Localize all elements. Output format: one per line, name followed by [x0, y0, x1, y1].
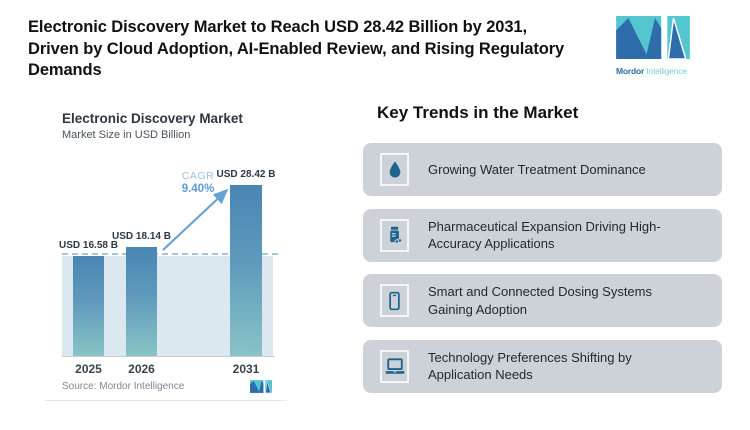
trend-card-smart-dosing: Smart and Connected Dosing Systems Gaini…	[363, 274, 722, 327]
page-title-line-3: Demands	[28, 61, 102, 79]
trend-label: Pharmaceutical Expansion Driving High-Ac…	[428, 218, 661, 252]
bar-2031	[230, 184, 262, 356]
page-title: Electronic Discovery Market to Reach USD…	[28, 17, 608, 82]
bar-2026	[126, 246, 157, 356]
brand-name-light: Intelligence	[646, 66, 687, 76]
bar-value-label-2026: USD 18.14 B	[112, 230, 171, 242]
growth-arrow-icon	[162, 188, 229, 251]
cagr-label: CAGR	[181, 169, 215, 182]
trends-heading: Key Trends in the Market	[377, 103, 579, 122]
pill-bottle-icon	[389, 226, 402, 244]
trend-icon-box	[380, 284, 409, 317]
trend-label: Smart and Connected Dosing Systems Gaini…	[428, 284, 652, 317]
mordor-logo-icon	[616, 16, 690, 60]
trend-label: Growing Water Treatment Dominance	[428, 161, 646, 177]
bar-2025	[73, 256, 104, 356]
x-tick-2025: 2025	[75, 362, 102, 376]
mordor-intelligence-logo: Mordor Intelligence	[616, 16, 696, 76]
trend-card-pharmaceutical: Pharmaceutical Expansion Driving High-Ac…	[363, 208, 722, 262]
brand-wordmark: Mordor Intelligence	[616, 66, 696, 76]
market-size-chart: Electronic Discovery Market Market Size …	[45, 100, 287, 401]
brand-name-bold: Mordor	[616, 66, 645, 76]
cagr-value: 9.40%	[181, 182, 215, 195]
x-tick-2026: 2026	[128, 362, 155, 376]
trend-card-technology-preferences: Technology Preferences Shifting by Appli…	[363, 339, 722, 393]
chart-source-text: Source: Mordor Intelligence	[62, 381, 185, 392]
x-axis-line	[62, 356, 275, 357]
water-drop-icon	[389, 161, 400, 177]
page-title-line-2: Driven by Cloud Adoption, AI-Enabled Rev…	[28, 39, 565, 58]
chart-source-row: Source: Mordor Intelligence	[62, 380, 272, 393]
cagr-annotation: CAGR 9.40%	[166, 170, 230, 196]
chart-title: Electronic Discovery Market	[62, 111, 243, 126]
trend-icon-box	[380, 218, 409, 252]
trend-card-water-treatment: Growing Water Treatment Dominance	[363, 143, 722, 196]
chart-plot-area: USD 16.58 B USD 18.14 B USD 28.42 B CAGR…	[59, 156, 278, 356]
bar-value-label-2031: USD 28.42 B	[216, 168, 276, 180]
trend-icon-box	[380, 153, 409, 186]
trends-list: Growing Water Treatment Dominance Pharma…	[363, 143, 722, 393]
mordor-logo-mini-icon	[250, 380, 272, 393]
laptop-icon	[385, 357, 404, 374]
baseline-dashed-line	[62, 253, 278, 256]
trend-icon-box	[380, 349, 409, 383]
x-tick-2031: 2031	[232, 362, 260, 376]
page-title-line-1: Electronic Discovery Market to Reach USD…	[28, 18, 527, 36]
bar-value-label-2025: USD 16.58 B	[59, 240, 118, 252]
smartphone-icon	[389, 291, 400, 310]
trend-label: Technology Preferences Shifting by Appli…	[428, 349, 632, 383]
chart-subtitle: Market Size in USD Billion	[62, 129, 191, 141]
